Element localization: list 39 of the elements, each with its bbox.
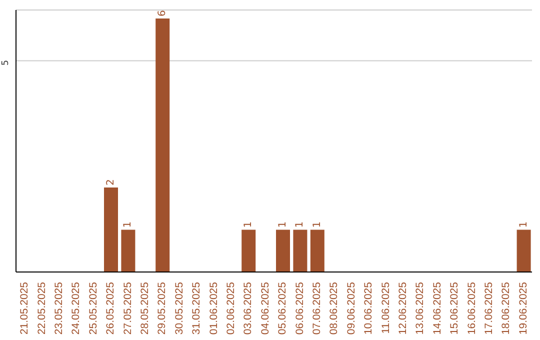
x-tick-label: 13.06.2025 xyxy=(414,282,426,335)
data-label: 1 xyxy=(243,221,254,228)
x-tick-label: 30.05.2025 xyxy=(173,282,186,335)
x-tick-label: 09.06.2025 xyxy=(345,282,358,335)
x-tick-label: 16.06.2025 xyxy=(466,282,478,335)
x-tick-label: 29.05.2025 xyxy=(156,282,168,335)
x-tick-label: 24.05.2025 xyxy=(70,282,82,335)
x-tick-label: 14.06.2025 xyxy=(431,282,444,335)
y-tick-label: 5 xyxy=(1,60,11,66)
x-tick-label: 05.06.2025 xyxy=(276,282,289,335)
x-tick-label: 23.05.2025 xyxy=(53,282,65,335)
x-tick-label: 15.06.2025 xyxy=(448,282,461,335)
x-tick-label: 04.06.2025 xyxy=(259,282,272,335)
x-tick-label: 12.06.2025 xyxy=(397,282,409,335)
x-tick-label: 08.06.2025 xyxy=(328,282,340,335)
data-label: 1 xyxy=(518,221,530,228)
x-tick-label: 27.05.2025 xyxy=(122,282,134,335)
x-tick-label: 17.06.2025 xyxy=(483,282,495,335)
x-tick-label: 31.05.2025 xyxy=(190,282,203,335)
x-tick-label: 26.05.2025 xyxy=(104,282,117,335)
x-tick-label: 25.05.2025 xyxy=(87,282,100,335)
x-tick-label: 02.06.2025 xyxy=(225,282,237,335)
x-tick-label: 18.06.2025 xyxy=(500,282,512,335)
x-tick-label: 28.05.2025 xyxy=(139,282,151,335)
x-tick-label: 06.06.2025 xyxy=(294,282,306,335)
x-tick-label: 03.06.2025 xyxy=(242,282,254,335)
x-tick-label: 22.05.2025 xyxy=(36,282,48,335)
x-tick-label: 07.06.2025 xyxy=(311,282,323,335)
data-label: 6 xyxy=(157,10,168,16)
x-tick-label: 10.06.2025 xyxy=(362,282,375,335)
x-tick-label: 11.06.2025 xyxy=(380,282,392,334)
x-tick-label: 19.06.2025 xyxy=(517,282,530,335)
data-label: 1 xyxy=(294,221,306,228)
data-label: 2 xyxy=(106,179,116,186)
x-tick-label: 01.06.2025 xyxy=(208,282,220,335)
x-tick-label: 21.05.2025 xyxy=(18,282,31,335)
data-label: 1 xyxy=(312,221,323,228)
data-label: 1 xyxy=(278,221,288,228)
data-label: 1 xyxy=(122,221,134,228)
